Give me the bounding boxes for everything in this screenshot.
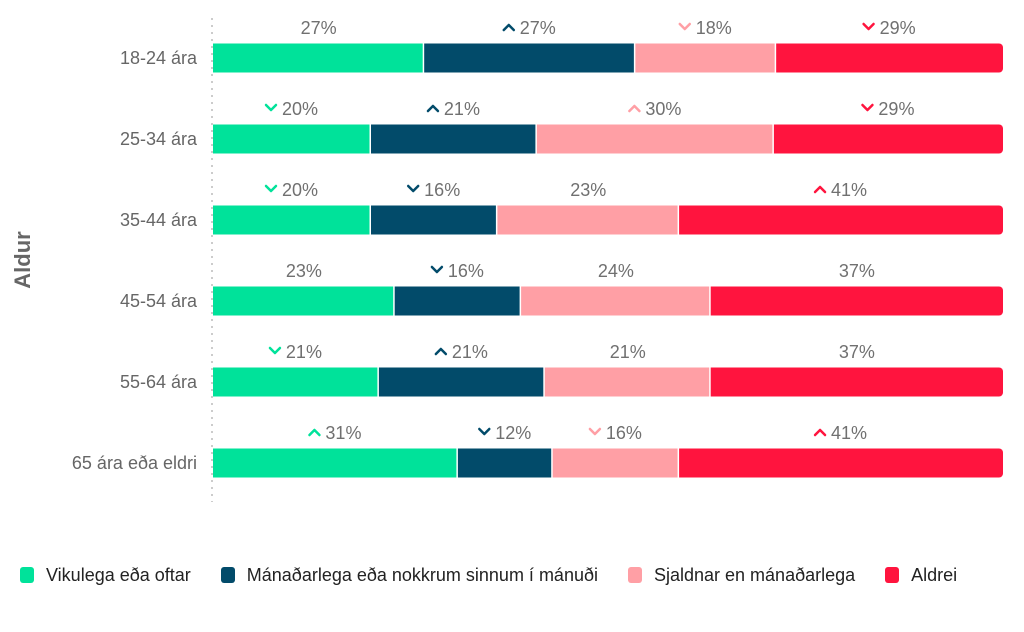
- bar-segment: [635, 43, 775, 73]
- category-label: 45-54 ára: [120, 291, 198, 311]
- data-label: 20%: [282, 99, 318, 119]
- chevron-up-icon: [628, 104, 641, 113]
- data-label: 23%: [570, 180, 606, 200]
- bar-segment: [213, 124, 370, 154]
- bar-segment: [213, 448, 457, 478]
- legend-label: Mánaðarlega eða nokkrum sinnum í mánuði: [246, 564, 598, 585]
- bar-segment: [536, 124, 773, 154]
- chevron-down-icon: [406, 184, 420, 193]
- legend-swatch: [885, 567, 900, 583]
- data-label: 12%: [495, 423, 531, 443]
- data-label: 31%: [325, 423, 361, 443]
- chevron-down-icon: [588, 427, 602, 436]
- data-label: 16%: [606, 423, 642, 443]
- category-label: 65 ára eða eldri: [72, 453, 197, 473]
- data-label: 21%: [286, 342, 322, 362]
- legend-swatch: [20, 567, 34, 583]
- bar-segment: [552, 448, 678, 478]
- y-axis-title: Aldur: [10, 231, 35, 289]
- data-label: 20%: [282, 180, 318, 200]
- bar-segment: [776, 43, 1003, 73]
- bar-segment: [679, 448, 1003, 478]
- category-label: 25-34 ára: [120, 129, 198, 149]
- legend-item[interactable]: Sjaldnar en mánaðarlega: [627, 562, 856, 588]
- chevron-down-icon: [430, 265, 444, 274]
- legend-item[interactable]: Vikulega eða oftar: [20, 562, 191, 588]
- bar-segment: [457, 448, 552, 478]
- legend-swatch: [627, 567, 642, 583]
- bar-segment: [521, 286, 710, 316]
- chevron-down-icon: [264, 184, 278, 193]
- bar-segment: [710, 367, 1003, 397]
- bar-segment: [371, 205, 496, 235]
- chevron-up-icon: [434, 347, 448, 356]
- data-label: 21%: [452, 342, 488, 362]
- category-label: 18-24 ára: [120, 48, 198, 68]
- data-label: 30%: [645, 99, 681, 119]
- data-label: 21%: [610, 342, 646, 362]
- legend-swatch: [220, 567, 235, 583]
- data-label: 37%: [839, 342, 875, 362]
- bar-segment: [424, 43, 634, 73]
- data-label: 37%: [839, 261, 875, 281]
- data-label: 23%: [286, 261, 322, 281]
- legend-item[interactable]: Aldrei: [885, 562, 957, 588]
- bar-segment: [773, 124, 1003, 154]
- legend-label: Aldrei: [911, 564, 958, 585]
- data-label: 27%: [301, 18, 337, 38]
- chevron-down-icon: [862, 22, 875, 31]
- legend-item[interactable]: Mánaðarlega eða nokkrum sinnum í mánuði: [220, 562, 598, 588]
- data-label: 41%: [831, 423, 867, 443]
- legend-label: Sjaldnar en mánaðarlega: [653, 564, 856, 585]
- data-label: 41%: [831, 180, 867, 200]
- data-label: 16%: [424, 180, 460, 200]
- bar-segment: [544, 367, 710, 397]
- chevron-up-icon: [813, 185, 827, 194]
- chevron-down-icon: [478, 427, 491, 436]
- bar-segment: [213, 286, 394, 316]
- category-label: 55-64 ára: [120, 372, 198, 392]
- data-label: 24%: [598, 261, 634, 281]
- data-label: 16%: [448, 261, 484, 281]
- chevron-up-icon: [426, 104, 440, 113]
- data-label: 27%: [520, 18, 556, 38]
- bar-segment: [378, 367, 544, 397]
- chevron-up-icon: [813, 428, 827, 437]
- bar-segment: [710, 286, 1003, 316]
- bar-segment: [213, 367, 378, 397]
- chevron-down-icon: [268, 346, 282, 355]
- bar-segment: [497, 205, 678, 235]
- legend: Vikulega eða oftar Mánaðarlega eða nokkru…: [20, 562, 1020, 588]
- bar-segment: [394, 286, 520, 316]
- data-label: 29%: [880, 18, 916, 38]
- bar-segment: [213, 205, 370, 235]
- data-label: 29%: [878, 99, 914, 119]
- bar-segment: [371, 124, 536, 154]
- category-label: 35-44 ára: [120, 210, 198, 230]
- chevron-up-icon: [502, 23, 516, 32]
- stacked-bar-chart: Aldur 18-24 ára 27% 27% 18% 29% 25-34 ára 20% 21…: [10, 18, 1003, 502]
- legend-label: Vikulega eða oftar: [46, 564, 191, 585]
- chevron-down-icon: [861, 103, 874, 112]
- bar-segment: [679, 205, 1003, 235]
- data-label: 21%: [444, 99, 480, 119]
- chevron-down-icon: [264, 103, 278, 112]
- bar-segment: [213, 43, 423, 73]
- chevron-up-icon: [308, 428, 321, 437]
- data-label: 18%: [696, 18, 732, 38]
- chevron-down-icon: [678, 22, 692, 31]
